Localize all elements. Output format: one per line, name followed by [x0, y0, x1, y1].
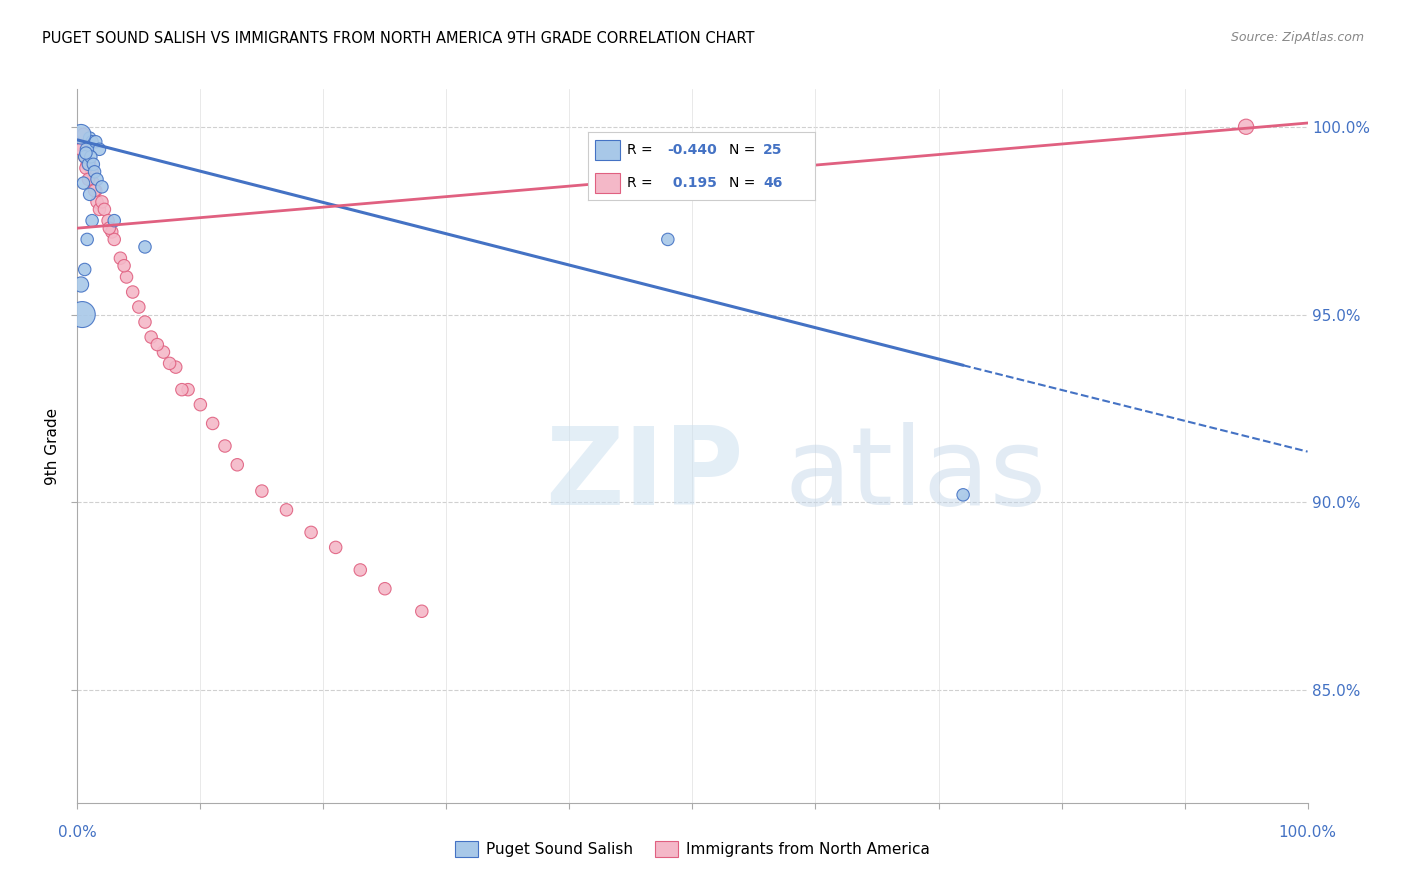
Point	[84, 184, 107, 198]
Point	[177, 383, 200, 397]
Point	[101, 225, 124, 239]
Point	[86, 172, 108, 186]
Point	[80, 169, 103, 183]
Point	[276, 503, 298, 517]
Point	[73, 262, 96, 277]
Text: 100.0%: 100.0%	[1278, 825, 1337, 840]
Text: PUGET SOUND SALISH VS IMMIGRANTS FROM NORTH AMERICA 9TH GRADE CORRELATION CHART: PUGET SOUND SALISH VS IMMIGRANTS FROM NO…	[42, 31, 755, 46]
Point	[70, 277, 93, 292]
Point	[90, 179, 114, 194]
Bar	[595, 173, 620, 193]
Text: 25: 25	[763, 144, 783, 157]
Point	[83, 165, 105, 179]
Text: 46: 46	[763, 176, 783, 190]
Point	[152, 345, 174, 359]
Point	[325, 541, 347, 555]
Point	[226, 458, 249, 472]
Point	[75, 146, 97, 161]
Point	[170, 383, 193, 397]
Point	[83, 184, 105, 198]
Point	[73, 150, 96, 164]
Point	[98, 221, 121, 235]
Text: -0.440: -0.440	[668, 144, 717, 157]
Text: 0.0%: 0.0%	[58, 825, 97, 840]
Point	[250, 484, 273, 499]
Point	[70, 308, 93, 322]
Point	[128, 300, 150, 314]
Point	[89, 202, 111, 217]
Point	[79, 187, 101, 202]
Point	[103, 232, 125, 246]
Point	[214, 439, 236, 453]
Point	[141, 330, 163, 344]
Point	[79, 157, 101, 171]
Point	[93, 202, 115, 217]
Point	[77, 157, 100, 171]
Point	[75, 161, 97, 175]
Point	[80, 150, 103, 164]
Point	[72, 128, 94, 142]
Point	[77, 172, 100, 186]
Point	[374, 582, 396, 596]
Point	[89, 142, 111, 156]
Point	[110, 251, 132, 265]
Point	[70, 142, 93, 156]
Point	[190, 398, 212, 412]
Bar	[595, 140, 620, 161]
Text: N =: N =	[728, 176, 759, 190]
Point	[82, 157, 104, 171]
Text: atlas: atlas	[785, 422, 1046, 527]
Text: R =: R =	[627, 144, 657, 157]
Legend: Puget Sound Salish, Immigrants from North America: Puget Sound Salish, Immigrants from Nort…	[449, 835, 936, 863]
Point	[82, 165, 104, 179]
Point	[86, 194, 108, 209]
Point	[72, 176, 94, 190]
Point	[76, 142, 98, 156]
Point	[146, 337, 169, 351]
Text: ZIP: ZIP	[546, 422, 744, 527]
Point	[79, 131, 101, 145]
Point	[411, 604, 433, 618]
Point	[165, 360, 187, 375]
Y-axis label: 9th Grade: 9th Grade	[45, 408, 60, 484]
Point	[1234, 120, 1257, 134]
Point	[201, 417, 224, 431]
Point	[73, 150, 96, 164]
Point	[76, 157, 98, 171]
Point	[70, 128, 93, 142]
Point	[76, 232, 98, 246]
Text: 0.195: 0.195	[668, 176, 717, 190]
Point	[952, 488, 974, 502]
Point	[82, 213, 104, 227]
Point	[112, 259, 135, 273]
Point	[657, 232, 679, 246]
Point	[70, 138, 93, 153]
Point	[115, 270, 138, 285]
Point	[299, 525, 322, 540]
Point	[349, 563, 371, 577]
Point	[97, 213, 120, 227]
Point	[82, 135, 104, 149]
Point	[90, 194, 114, 209]
Point	[159, 356, 181, 370]
Point	[134, 240, 156, 254]
Point	[103, 213, 125, 227]
Point	[121, 285, 143, 299]
Point	[82, 176, 104, 190]
Point	[84, 135, 107, 149]
Point	[134, 315, 156, 329]
Text: Source: ZipAtlas.com: Source: ZipAtlas.com	[1230, 31, 1364, 45]
Text: R =: R =	[627, 176, 661, 190]
Text: N =: N =	[728, 144, 759, 157]
